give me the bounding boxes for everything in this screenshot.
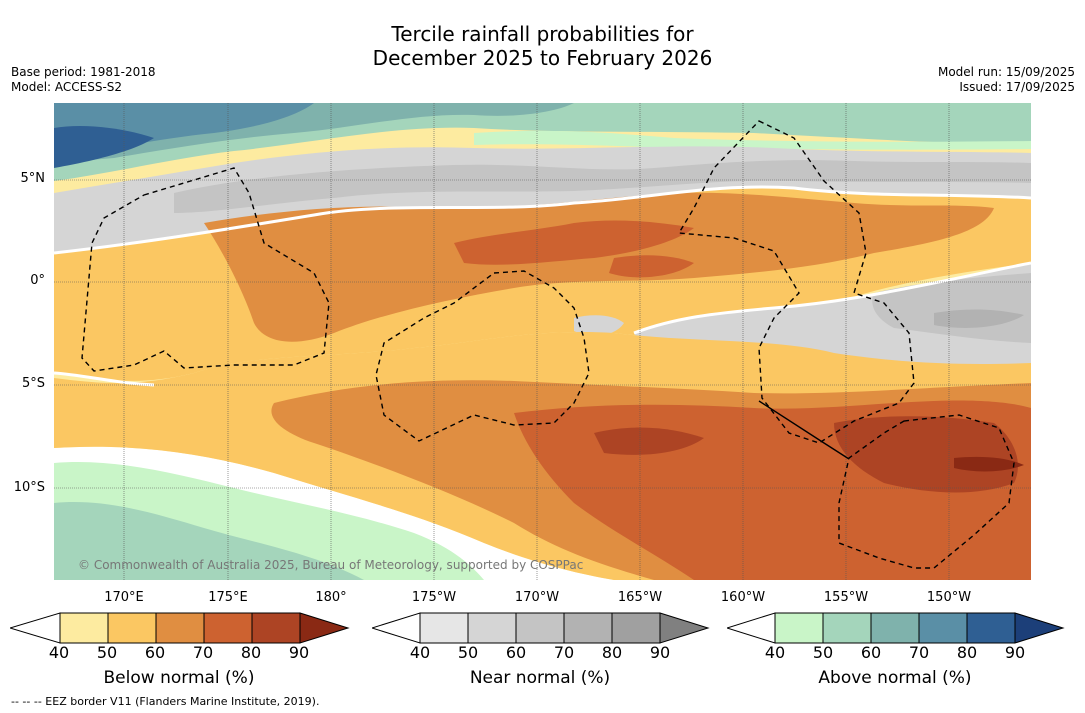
cbar-above-low-tip [727, 612, 776, 644]
cbar-below-title: Below normal (%) [103, 668, 255, 688]
cbar-above-tick: 40 [764, 643, 786, 662]
map-canvas [54, 103, 1031, 580]
cbar-above-tick: 80 [956, 643, 978, 662]
eez-footnote: -- -- -- EEZ border V11 (Flanders Marine… [11, 695, 320, 708]
cbar-above-seg [822, 612, 872, 644]
contour-line-west [54, 371, 155, 387]
north-dark-blue [54, 126, 154, 168]
cbar-above-tick: 70 [908, 643, 930, 662]
cbar-below-seg [107, 612, 157, 644]
title-line-1: Tercile rainfall probabilities for [391, 22, 694, 46]
cbar-near-high-tip [659, 612, 710, 644]
central-orange-mid [204, 192, 994, 342]
cbar-above-seg [918, 612, 968, 644]
lon-label-180: 180° [315, 590, 347, 605]
model-name: Model: ACCESS-S2 [11, 80, 123, 94]
cbar-near-title: Near normal (%) [469, 668, 611, 688]
cbar-near-seg [515, 612, 565, 644]
lat-label-5s: 5°S [21, 376, 45, 391]
colorbar-above-normal [727, 612, 1065, 644]
eez-phoenix [677, 120, 915, 444]
cbar-below-tick: 90 [288, 643, 310, 662]
cbar-below-seg [155, 612, 205, 644]
cbar-near-seg [611, 612, 661, 644]
cbar-below-tick: 60 [144, 643, 166, 662]
lat-label-5n: 5°N [20, 171, 46, 186]
title-line-2: December 2025 to February 2026 [372, 46, 713, 70]
contour-line-north [54, 185, 1031, 255]
south-dark-blob-1 [594, 427, 704, 455]
eez-solid-segment [758, 400, 850, 460]
eez-kiribati-gilbert [81, 167, 330, 372]
map-title: Tercile rainfall probabilities for Decem… [0, 22, 1085, 70]
issued-date: Issued: 17/09/2025 [959, 80, 1075, 94]
meta-left: Base period: 1981-2018 Model: ACCESS-S2 [11, 65, 156, 95]
cbar-near-tick: 40 [409, 643, 431, 662]
cbar-above-tick: 90 [1004, 643, 1026, 662]
lon-label-160w: 160°W [720, 590, 766, 605]
cbar-near-tick: 60 [505, 643, 527, 662]
cbar-above-seg [966, 612, 1016, 644]
eez-cook-north [838, 414, 1015, 569]
central-orange-dark [454, 220, 694, 265]
cbar-above-title: Above normal (%) [818, 668, 972, 688]
cbar-below-tick: 40 [48, 643, 70, 662]
central-orange-dark-2 [609, 255, 694, 278]
cbar-near-low-tip [372, 612, 421, 644]
cbar-near-seg [467, 612, 517, 644]
south-darkest-blob [954, 456, 1024, 472]
lon-label-165w: 165°W [617, 590, 663, 605]
lon-label-175w: 175°W [411, 590, 457, 605]
sw-teal-region [54, 502, 364, 580]
colorbar-below-normal [10, 612, 350, 644]
cbar-below-tick: 80 [240, 643, 262, 662]
cbar-above-tick: 50 [812, 643, 834, 662]
graticule [54, 103, 1031, 580]
lon-label-150w: 150°W [926, 590, 972, 605]
cbar-below-seg [251, 612, 301, 644]
cbar-near-seg [419, 612, 469, 644]
model-run: Model run: 15/09/2025 [937, 65, 1075, 79]
center-grey-blob [574, 315, 624, 336]
cbar-above-tick: 60 [860, 643, 882, 662]
copyright-notice: © Commonwealth of Australia 2025, Bureau… [78, 558, 584, 572]
eez-tokelau [375, 270, 590, 442]
cbar-below-seg [59, 612, 109, 644]
cbar-above-high-tip [1014, 612, 1065, 644]
cbar-near-tick: 80 [601, 643, 623, 662]
meta-right: Model run: 15/09/2025 Issued: 17/09/2025 [938, 65, 1075, 95]
north-grey-dark [174, 160, 1031, 213]
cbar-above-seg [774, 612, 824, 644]
cbar-below-tick: 50 [96, 643, 118, 662]
cbar-below-tick: 70 [192, 643, 214, 662]
cbar-below-seg [203, 612, 253, 644]
north-light-green-strip [474, 130, 1031, 150]
colorbar-near-normal [372, 612, 710, 644]
lon-label-155w: 155°W [823, 590, 869, 605]
lon-label-175e: 175°E [208, 590, 248, 605]
lat-label-10s: 10°S [13, 480, 45, 495]
contour-line-east [633, 261, 1031, 335]
cbar-below-high-tip [299, 612, 350, 644]
forecast-map [54, 103, 1031, 580]
lat-label-0: 0° [30, 273, 45, 288]
cbar-above-seg [870, 612, 920, 644]
cbar-near-seg [563, 612, 613, 644]
cbar-near-tick: 90 [649, 643, 671, 662]
lon-label-170e: 170°E [104, 590, 144, 605]
base-period: Base period: 1981-2018 [11, 65, 156, 79]
east-grey-darker [934, 309, 1024, 328]
eez-borders [81, 120, 1015, 569]
cbar-below-low-tip [10, 612, 61, 644]
cbar-near-tick: 70 [553, 643, 575, 662]
lon-label-170w: 170°W [514, 590, 560, 605]
cbar-near-tick: 50 [457, 643, 479, 662]
